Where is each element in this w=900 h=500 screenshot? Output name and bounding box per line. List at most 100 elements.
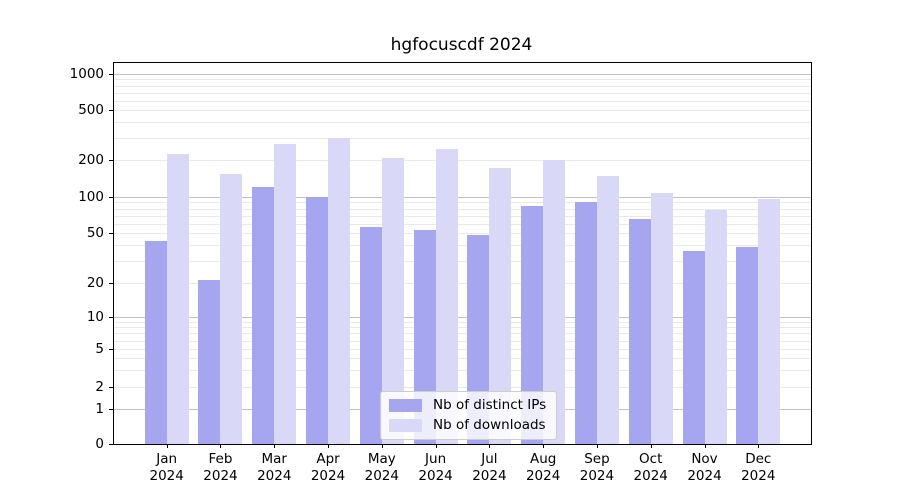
x-tick-label-10: Oct 2024 xyxy=(633,451,668,484)
bar-downloads-aug xyxy=(543,160,566,444)
x-tick-label-11: Nov 2024 xyxy=(687,451,722,484)
x-tick-4 xyxy=(328,444,330,448)
x-tick-3 xyxy=(274,444,276,448)
grid-line-900 xyxy=(114,79,811,81)
x-tick-label-3: Mar 2024 xyxy=(257,451,292,484)
grid-line-10 xyxy=(114,317,811,318)
grid-line-400 xyxy=(114,122,811,124)
x-tick-label-2: Feb 2024 xyxy=(203,451,238,484)
grid-line-700 xyxy=(114,92,811,94)
y-tick-label-20: 20 xyxy=(86,274,104,291)
x-tick-7 xyxy=(489,444,491,448)
bar-distinct-ips-feb xyxy=(198,280,221,444)
grid-line-40 xyxy=(114,245,811,247)
grid-line-100 xyxy=(114,196,811,198)
x-tick-label-12: Dec 2024 xyxy=(741,451,776,484)
x-tick-label-6: Jun 2024 xyxy=(418,451,453,484)
bar-distinct-ips-jun xyxy=(413,229,436,444)
bar-downloads-apr xyxy=(328,138,351,444)
legend-swatch-downloads xyxy=(389,419,422,432)
grid-line-6 xyxy=(114,340,811,342)
grid-line-7 xyxy=(114,333,811,335)
grid-line-3 xyxy=(114,370,811,372)
grid-line-600 xyxy=(114,100,811,102)
grid-line-4 xyxy=(114,358,811,360)
y-tick-label-5: 5 xyxy=(95,341,104,358)
grid-line-8 xyxy=(114,327,811,329)
x-tick-1 xyxy=(166,444,168,448)
grid-line-500 xyxy=(114,110,811,111)
y-tick-50 xyxy=(109,233,114,234)
bar-distinct-ips-sep xyxy=(574,201,597,444)
legend-swatch-distinct-ips xyxy=(389,399,422,412)
grid-line-80 xyxy=(114,208,811,210)
bar-distinct-ips-mar xyxy=(252,187,275,444)
bar-distinct-ips-aug xyxy=(521,206,544,444)
bar-downloads-sep xyxy=(596,175,619,444)
y-tick-500 xyxy=(109,110,114,111)
bar-distinct-ips-oct xyxy=(628,219,651,444)
y-tick-label-200: 200 xyxy=(78,152,104,169)
grid-line-60 xyxy=(114,223,811,225)
legend-label-downloads: Nb of downloads xyxy=(433,417,546,433)
grid-line-300 xyxy=(114,138,811,140)
bar-downloads-jan xyxy=(166,154,189,444)
bar-downloads-feb xyxy=(220,173,243,444)
y-tick-10 xyxy=(109,317,114,318)
plot-area: Dec 2024 Nov 2024 Oct 2024 Sep 2024 Aug 2024… xyxy=(70,62,812,484)
x-tick-12 xyxy=(758,444,760,448)
y-tick-label-500: 500 xyxy=(78,102,104,118)
x-tick-label-5: May 2024 xyxy=(364,451,399,484)
grid-line-800 xyxy=(114,85,811,87)
x-tick-8 xyxy=(543,444,545,448)
x-tick-9 xyxy=(596,444,598,448)
legend-row-downloads: Nb of downloads xyxy=(389,418,546,433)
grid-line-30 xyxy=(114,260,811,262)
legend-label-distinct-ips: Nb of distinct IPs xyxy=(433,397,547,413)
y-tick-label-10: 10 xyxy=(86,309,104,325)
x-tick-label-4: Apr 2024 xyxy=(310,451,346,484)
y-tick-label-50: 50 xyxy=(86,225,104,241)
y-tick-label-2: 2 xyxy=(95,379,104,395)
y-tick-100 xyxy=(109,196,114,198)
bar-downloads-oct xyxy=(650,193,673,444)
grid-line-9 xyxy=(114,321,811,323)
y-tick-label-1: 1 xyxy=(95,400,104,417)
legend-row-distinct-ips: Nb of distinct IPs xyxy=(389,398,546,413)
y-tick-1 xyxy=(109,408,114,410)
bar-downloads-jul xyxy=(489,167,512,444)
x-tick-6 xyxy=(435,444,437,448)
y-tick-200 xyxy=(109,160,114,162)
grid-line-200 xyxy=(114,160,811,162)
grid-line-90 xyxy=(114,202,811,204)
y-tick-1000 xyxy=(109,74,114,75)
y-tick-2 xyxy=(109,387,114,388)
x-tick-5 xyxy=(381,444,383,448)
legend: Nb of distinct IPs Nb of downloads xyxy=(380,391,558,440)
x-tick-10 xyxy=(650,444,652,448)
x-tick-label-7: Jul 2024 xyxy=(472,451,507,484)
x-tick-label-9: Sep 2024 xyxy=(579,451,615,484)
x-tick-label-8: Aug 2024 xyxy=(525,451,561,484)
y-tick-label-0: 0 xyxy=(95,436,104,452)
x-tick-2 xyxy=(220,444,222,448)
grid-line-5 xyxy=(114,349,811,351)
x-tick-11 xyxy=(704,444,706,448)
bar-downloads-may xyxy=(381,158,404,444)
bar-distinct-ips-apr xyxy=(306,196,329,444)
bar-distinct-ips-jan xyxy=(144,241,167,444)
grid-line-70 xyxy=(114,215,811,217)
bar-downloads-mar xyxy=(274,144,297,444)
bar-distinct-ips-may xyxy=(359,227,382,444)
grid-line-2 xyxy=(114,387,811,388)
x-tick-label-1: Jan 2024 xyxy=(149,451,184,484)
grid-line-1000 xyxy=(114,74,811,75)
bar-downloads-jun xyxy=(435,149,458,444)
bar-distinct-ips-dec xyxy=(736,246,759,444)
y-tick-0 xyxy=(109,444,114,445)
y-tick-label-100: 100 xyxy=(78,188,104,205)
bar-downloads-dec xyxy=(758,198,781,444)
grid-line-50 xyxy=(114,233,811,234)
bar-downloads-nov xyxy=(704,209,727,444)
